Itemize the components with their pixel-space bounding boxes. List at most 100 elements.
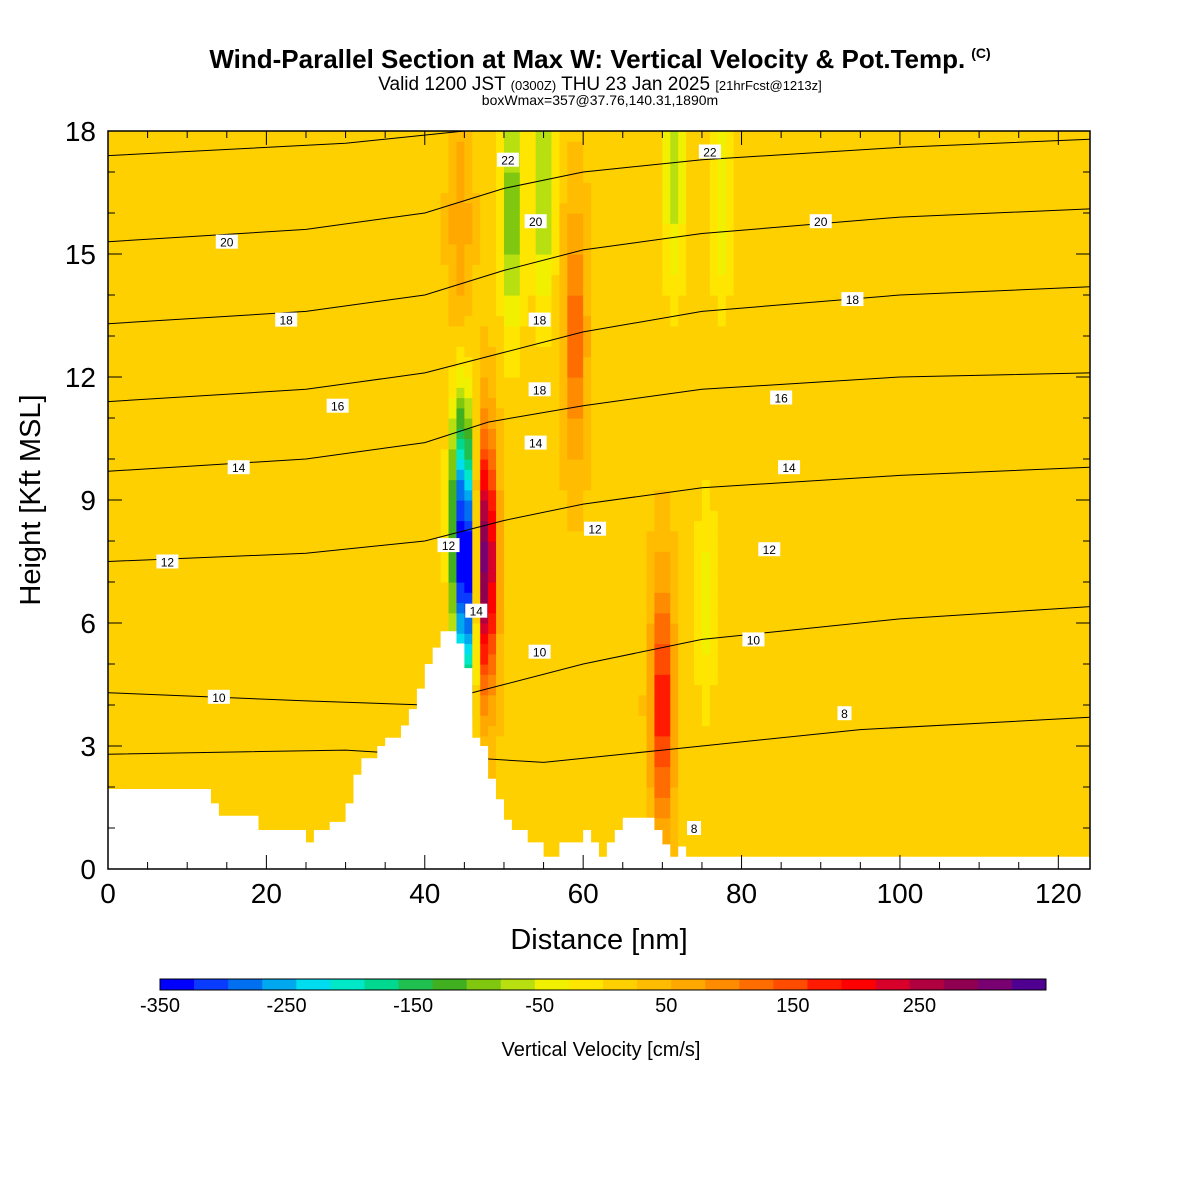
velocity-cell xyxy=(654,459,663,470)
velocity-cell xyxy=(741,561,751,573)
velocity-cell xyxy=(694,664,703,675)
velocity-cell xyxy=(979,602,988,614)
velocity-cell xyxy=(1018,520,1028,532)
velocity-cell xyxy=(686,582,695,593)
velocity-cell xyxy=(1082,479,1090,491)
velocity-cell xyxy=(385,643,394,655)
velocity-cell xyxy=(393,612,402,624)
velocity-cell xyxy=(551,571,561,583)
velocity-cell xyxy=(915,828,925,839)
velocity-cell xyxy=(1082,735,1090,747)
velocity-cell xyxy=(686,756,695,768)
velocity-cell xyxy=(1018,705,1028,716)
velocity-cell xyxy=(931,807,941,819)
velocity-cell xyxy=(195,715,204,727)
velocity-cell xyxy=(1074,571,1083,583)
velocity-cell xyxy=(440,469,450,481)
velocity-cell xyxy=(321,807,331,819)
velocity-cell xyxy=(250,735,260,747)
velocity-cell xyxy=(686,633,695,645)
velocity-cell xyxy=(226,684,236,696)
velocity-cell xyxy=(630,612,640,624)
velocity-cell xyxy=(963,561,972,573)
velocity-cell xyxy=(670,653,679,665)
velocity-cell xyxy=(670,694,679,706)
velocity-cell xyxy=(796,561,806,573)
velocity-cell xyxy=(1034,551,1044,563)
velocity-cell xyxy=(939,551,949,563)
velocity-cell xyxy=(1018,664,1028,675)
velocity-cell xyxy=(654,520,663,532)
velocity-cell xyxy=(963,592,972,604)
velocity-cell xyxy=(1066,551,1075,563)
velocity-cell xyxy=(931,817,941,829)
velocity-cell xyxy=(591,653,600,665)
velocity-cell xyxy=(393,582,402,593)
velocity-cell xyxy=(694,756,703,768)
velocity-cell xyxy=(836,766,846,778)
velocity-cell xyxy=(313,571,323,583)
velocity-cell xyxy=(401,694,410,706)
velocity-cell xyxy=(701,746,711,757)
velocity-cell xyxy=(488,459,497,470)
velocity-cell xyxy=(218,479,228,491)
velocity-cell xyxy=(511,674,521,686)
velocity-cell xyxy=(559,674,568,686)
velocity-cell xyxy=(527,469,537,481)
velocity-cell xyxy=(147,541,157,552)
velocity-cell xyxy=(971,653,980,665)
velocity-cell xyxy=(622,459,632,470)
velocity-cell xyxy=(701,787,711,798)
velocity-cell xyxy=(488,643,497,655)
velocity-cell xyxy=(385,489,394,501)
velocity-cell xyxy=(393,510,402,522)
velocity-cell xyxy=(195,633,204,645)
velocity-cell xyxy=(123,582,133,593)
velocity-cell xyxy=(741,653,751,665)
velocity-cell xyxy=(401,643,410,655)
velocity-cell xyxy=(337,797,347,809)
velocity-cell xyxy=(416,489,426,501)
velocity-cell xyxy=(686,500,695,511)
velocity-cell xyxy=(923,653,933,665)
velocity-cell xyxy=(527,571,537,583)
velocity-cell xyxy=(907,797,917,809)
velocity-cell xyxy=(654,510,663,522)
velocity-cell xyxy=(614,653,624,665)
velocity-cell xyxy=(899,766,909,778)
velocity-cell xyxy=(250,623,260,634)
velocity-cell xyxy=(1010,715,1020,727)
velocity-cell xyxy=(234,797,244,809)
velocity-cell xyxy=(234,694,244,706)
velocity-cell xyxy=(971,633,980,645)
velocity-cell xyxy=(686,653,695,665)
velocity-cell xyxy=(472,612,481,624)
velocity-cell xyxy=(274,807,283,819)
velocity-cell xyxy=(329,479,339,491)
velocity-cell xyxy=(931,510,941,522)
velocity-cell xyxy=(1082,592,1090,604)
velocity-cell xyxy=(931,469,941,481)
velocity-cell xyxy=(773,500,782,511)
velocity-cell xyxy=(923,684,933,696)
velocity-cell xyxy=(1018,489,1028,501)
velocity-cell xyxy=(179,582,188,593)
velocity-cell xyxy=(606,489,616,501)
velocity-cell xyxy=(694,838,703,850)
velocity-cell xyxy=(733,653,743,665)
velocity-cell xyxy=(614,602,624,614)
velocity-cell xyxy=(860,705,869,716)
velocity-cell xyxy=(575,520,584,532)
velocity-cell xyxy=(511,479,521,491)
velocity-cell xyxy=(939,828,949,839)
velocity-cell xyxy=(979,828,988,839)
velocity-cell xyxy=(337,510,347,522)
velocity-cell xyxy=(1058,459,1067,470)
velocity-cell xyxy=(393,623,402,634)
velocity-cell xyxy=(543,766,553,778)
velocity-cell xyxy=(733,746,743,757)
velocity-cell xyxy=(733,602,743,614)
velocity-cell xyxy=(789,510,798,522)
velocity-cell xyxy=(979,787,988,798)
velocity-cell xyxy=(527,828,537,839)
